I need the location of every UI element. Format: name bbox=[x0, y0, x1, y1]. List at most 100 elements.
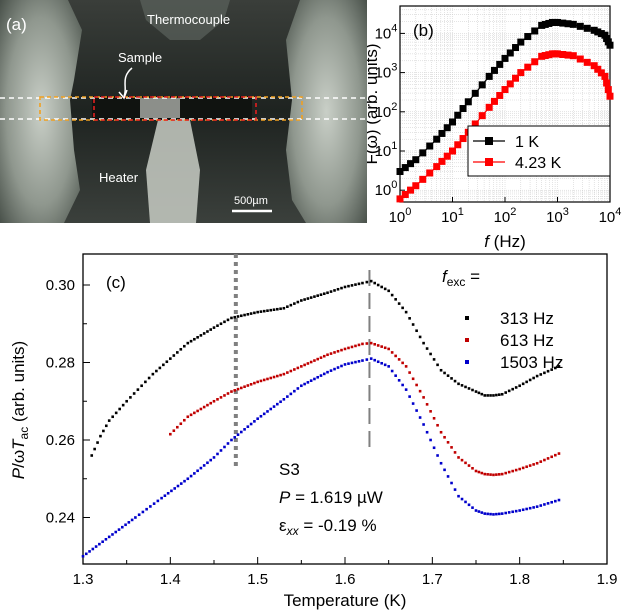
panel-c-point bbox=[361, 281, 364, 285]
panel-c-point bbox=[145, 507, 148, 511]
panel-b-point bbox=[531, 58, 539, 66]
panel-c-point bbox=[539, 373, 543, 376]
sample-pointer-arrow bbox=[123, 67, 133, 97]
panel-c-point bbox=[453, 379, 457, 383]
panel-b-point bbox=[594, 28, 602, 36]
panel-c-point bbox=[163, 494, 167, 498]
panel-c-point bbox=[156, 499, 160, 503]
annotation-power: P = 1.619 µW bbox=[279, 488, 383, 507]
panel-c-point bbox=[532, 506, 535, 509]
panel-c-point bbox=[99, 434, 102, 438]
panel-c-point bbox=[333, 367, 336, 371]
panel-c-point bbox=[539, 460, 543, 463]
panel-c-point bbox=[495, 473, 498, 476]
panel-c-point bbox=[253, 311, 256, 315]
panel-c-point bbox=[176, 351, 179, 354]
panel-c-point bbox=[504, 391, 507, 394]
panel-b-point bbox=[559, 50, 567, 58]
panel-c-point bbox=[425, 430, 429, 434]
panel-c-point bbox=[316, 357, 320, 361]
panel-b-point bbox=[419, 175, 427, 183]
panel-c-point bbox=[489, 473, 492, 476]
panel-c-point bbox=[394, 298, 397, 301]
panel-c-label: (c) bbox=[106, 273, 126, 292]
panel-c-point bbox=[535, 461, 539, 465]
panel-c-point bbox=[329, 352, 333, 355]
panel-c-point bbox=[223, 320, 226, 324]
panel-c-point bbox=[439, 368, 443, 372]
panel-c-point bbox=[467, 387, 471, 390]
panel-c-point bbox=[233, 315, 237, 319]
panel-b-xtick-label: 104 bbox=[599, 206, 622, 226]
panel-c-point bbox=[422, 423, 425, 426]
panel-c-point bbox=[418, 389, 422, 393]
panel-c-point bbox=[326, 353, 329, 357]
legend-1k-marker bbox=[485, 137, 493, 145]
panel-c-point bbox=[196, 469, 199, 473]
panel-c-point bbox=[289, 369, 293, 373]
panel-b-chart: 100 101 102 103 104 100 101 102 103 104 (b) F(ω) … bbox=[367, 5, 622, 251]
panel-c-point bbox=[249, 312, 253, 315]
panel-c-point bbox=[118, 407, 121, 411]
panel-c-point bbox=[336, 287, 340, 291]
panel-b-ytick-label: 100 bbox=[375, 179, 398, 199]
panel-b-point bbox=[433, 135, 441, 143]
panel-c-point bbox=[127, 521, 131, 524]
panel-c-point bbox=[474, 509, 478, 512]
panel-c-point bbox=[376, 283, 380, 287]
panel-b-point bbox=[583, 24, 591, 32]
panel-c-point bbox=[471, 388, 474, 392]
panel-c-point bbox=[457, 382, 460, 386]
scale-bar-label: 500µm bbox=[234, 195, 268, 207]
panel-c-point bbox=[474, 469, 478, 473]
panel-c-point bbox=[202, 332, 206, 335]
panel-c-point bbox=[230, 438, 233, 442]
panel-c-point bbox=[158, 366, 162, 370]
panel-c-point bbox=[436, 423, 439, 427]
panel-c-point bbox=[279, 400, 282, 404]
legend-313-label: 313 Hz bbox=[500, 309, 554, 328]
panel-c-point bbox=[521, 508, 525, 512]
panel-c-point bbox=[125, 399, 128, 403]
panel-b-grid bbox=[399, 5, 610, 203]
panel-c-point bbox=[300, 384, 303, 388]
panel-c-point bbox=[422, 341, 425, 345]
panel-c-point bbox=[189, 474, 193, 478]
panel-c-point bbox=[394, 354, 397, 358]
panel-c-point bbox=[276, 307, 279, 311]
panel-c-point bbox=[369, 341, 373, 345]
panel-c-point bbox=[243, 313, 246, 317]
panel-c-point bbox=[144, 380, 147, 384]
panel-c-ytick-label: 0.30 bbox=[46, 277, 75, 294]
panel-c-point bbox=[186, 415, 190, 419]
panel-b-point bbox=[478, 112, 486, 120]
panel-c-point bbox=[376, 344, 380, 347]
panel-b-point bbox=[396, 167, 404, 175]
panel-b-point bbox=[541, 20, 549, 28]
panel-c-point bbox=[272, 308, 276, 312]
panel-c-point bbox=[196, 336, 199, 339]
panel-c-point bbox=[326, 370, 329, 374]
panel-c-point bbox=[319, 374, 323, 377]
panel-c-point bbox=[543, 371, 546, 375]
panel-c-chart: 1.3 1.4 1.5 1.6 1.7 1.8 1.9 0.24 0.26 0.28 0.30 (c… bbox=[9, 253, 617, 610]
panel-b-point bbox=[531, 27, 539, 35]
panel-c-point bbox=[326, 291, 329, 295]
panel-c-point bbox=[535, 374, 539, 378]
panel-c-point bbox=[432, 417, 436, 420]
panel-b-legend bbox=[467, 125, 611, 177]
panel-c-point bbox=[401, 361, 404, 365]
panel-c-point bbox=[259, 379, 263, 383]
panel-c-xtick-label: 1.5 bbox=[247, 571, 268, 588]
panel-c-point bbox=[209, 401, 213, 405]
panel-c-point bbox=[518, 384, 521, 388]
panel-c-point bbox=[151, 372, 155, 376]
panel-c-point bbox=[557, 498, 561, 502]
panel-c-point bbox=[303, 363, 306, 367]
panel-c-point bbox=[480, 511, 484, 514]
panel-c-point bbox=[486, 394, 489, 397]
panel-b-xlabel-rest: (Hz) bbox=[489, 232, 526, 251]
panel-c-point bbox=[296, 366, 300, 370]
panel-c-point bbox=[219, 449, 223, 452]
panel-b-point bbox=[443, 152, 451, 160]
